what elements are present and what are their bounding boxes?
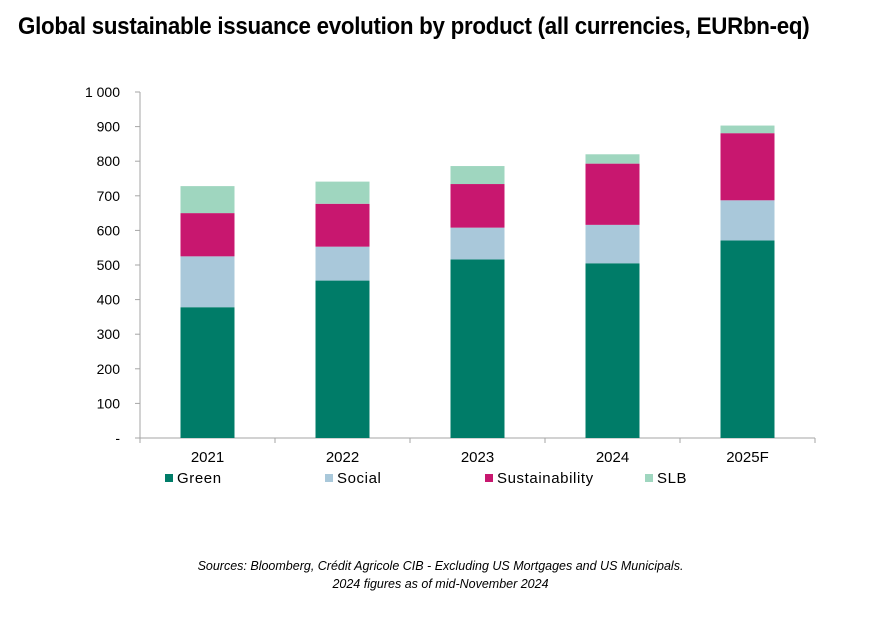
chart-title: Global sustainable issuance evolution by… (18, 13, 810, 40)
legend-swatch-slb (645, 474, 653, 482)
legend-label-social: Social (337, 470, 381, 487)
bar-segment-slb (450, 166, 505, 185)
source-note: Sources: Bloomberg, Crédit Agricole CIB … (197, 559, 684, 573)
bar-segment-sustainability (450, 184, 505, 228)
bar-segment-slb (585, 154, 640, 164)
bar-segment-green (585, 263, 640, 438)
y-tick-label: 1 000 (85, 84, 120, 100)
bar-segment-slb (315, 181, 370, 204)
bar-segment-slb (180, 186, 235, 214)
x-axis: 2021 2022 2023 2024 2025F (139, 437, 816, 466)
x-tick-label: 2022 (326, 449, 359, 466)
y-tick-label: 700 (97, 188, 121, 204)
bar-segment-social (315, 246, 370, 281)
y-tick-label: - (115, 430, 120, 446)
bar-segment-green (315, 280, 370, 438)
y-tick-label: 600 (97, 222, 121, 238)
bar-segment-sustainability (720, 133, 775, 201)
y-tick-label: 400 (97, 292, 121, 308)
y-tick-label: 900 (97, 119, 121, 135)
bar-segment-social (585, 224, 640, 264)
legend-label-sustainability: Sustainability (497, 470, 594, 487)
y-tick-label: 100 (97, 395, 121, 411)
bar-segment-social (180, 256, 235, 308)
bars (180, 125, 775, 438)
legend-label-slb: SLB (657, 470, 687, 487)
x-tick-label: 2025F (726, 449, 769, 466)
bar-segment-green (720, 240, 775, 438)
source-date-note: 2024 figures as of mid-November 2024 (332, 577, 549, 591)
bar-segment-sustainability (180, 213, 235, 257)
bar-segment-sustainability (585, 163, 640, 225)
x-tick-label: 2021 (191, 449, 224, 466)
x-tick-label: 2023 (461, 449, 494, 466)
bar-segment-social (450, 227, 505, 260)
y-tick-label: 300 (97, 326, 121, 342)
legend: Green Social Sustainability SLB (165, 470, 687, 487)
bar-segment-sustainability (315, 203, 370, 247)
bar-segment-green (450, 259, 505, 438)
y-tick-label: 500 (97, 257, 121, 273)
x-tick-label: 2024 (596, 449, 629, 466)
bar-segment-green (180, 307, 235, 438)
y-tick-label: 200 (97, 361, 121, 377)
legend-swatch-social (325, 474, 333, 482)
bar-segment-social (720, 200, 775, 241)
legend-swatch-sustainability (485, 474, 493, 482)
legend-label-green: Green (177, 470, 222, 487)
legend-swatch-green (165, 474, 173, 482)
y-axis: - 100 200 300 400 500 600 700 800 900 1 000 (85, 84, 141, 446)
bar-segment-slb (720, 125, 775, 134)
y-tick-label: 800 (97, 153, 121, 169)
